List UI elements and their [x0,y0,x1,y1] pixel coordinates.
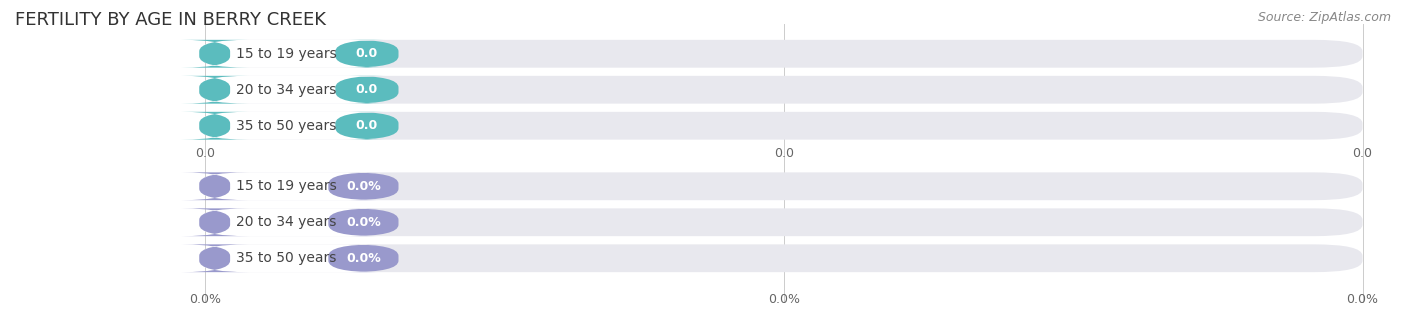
Text: 20 to 34 years: 20 to 34 years [236,83,336,97]
Text: 0.0: 0.0 [773,147,793,160]
FancyBboxPatch shape [181,76,249,104]
FancyBboxPatch shape [200,172,394,200]
Text: 35 to 50 years: 35 to 50 years [236,119,336,133]
FancyBboxPatch shape [181,112,249,140]
FancyBboxPatch shape [329,244,398,272]
Text: 0.0: 0.0 [356,83,378,96]
FancyBboxPatch shape [200,208,394,236]
FancyBboxPatch shape [200,40,1362,68]
Text: Source: ZipAtlas.com: Source: ZipAtlas.com [1257,11,1391,24]
FancyBboxPatch shape [200,172,1362,200]
Text: 0.0: 0.0 [195,147,215,160]
Text: 0.0: 0.0 [1353,147,1372,160]
Text: 15 to 19 years: 15 to 19 years [236,179,336,193]
FancyBboxPatch shape [181,40,249,68]
FancyBboxPatch shape [181,208,249,236]
FancyBboxPatch shape [200,244,394,272]
FancyBboxPatch shape [329,172,398,200]
FancyBboxPatch shape [200,76,1362,104]
Text: 0.0%: 0.0% [188,293,221,306]
Text: 0.0: 0.0 [356,119,378,132]
FancyBboxPatch shape [336,112,398,140]
Text: 0.0: 0.0 [356,47,378,60]
FancyBboxPatch shape [200,244,1362,272]
Text: 0.0%: 0.0% [346,252,381,265]
FancyBboxPatch shape [336,40,398,68]
FancyBboxPatch shape [329,208,398,236]
Text: 0.0%: 0.0% [346,216,381,229]
FancyBboxPatch shape [181,172,249,200]
FancyBboxPatch shape [200,208,1362,236]
FancyBboxPatch shape [200,76,394,104]
FancyBboxPatch shape [200,112,1362,140]
FancyBboxPatch shape [181,244,249,272]
Text: 0.0%: 0.0% [346,180,381,193]
FancyBboxPatch shape [336,76,398,104]
Text: FERTILITY BY AGE IN BERRY CREEK: FERTILITY BY AGE IN BERRY CREEK [15,11,326,29]
Text: 0.0%: 0.0% [768,293,800,306]
Text: 15 to 19 years: 15 to 19 years [236,47,336,61]
Text: 20 to 34 years: 20 to 34 years [236,215,336,229]
Text: 35 to 50 years: 35 to 50 years [236,251,336,265]
Text: 0.0%: 0.0% [1347,293,1378,306]
FancyBboxPatch shape [200,112,394,140]
FancyBboxPatch shape [200,40,394,68]
